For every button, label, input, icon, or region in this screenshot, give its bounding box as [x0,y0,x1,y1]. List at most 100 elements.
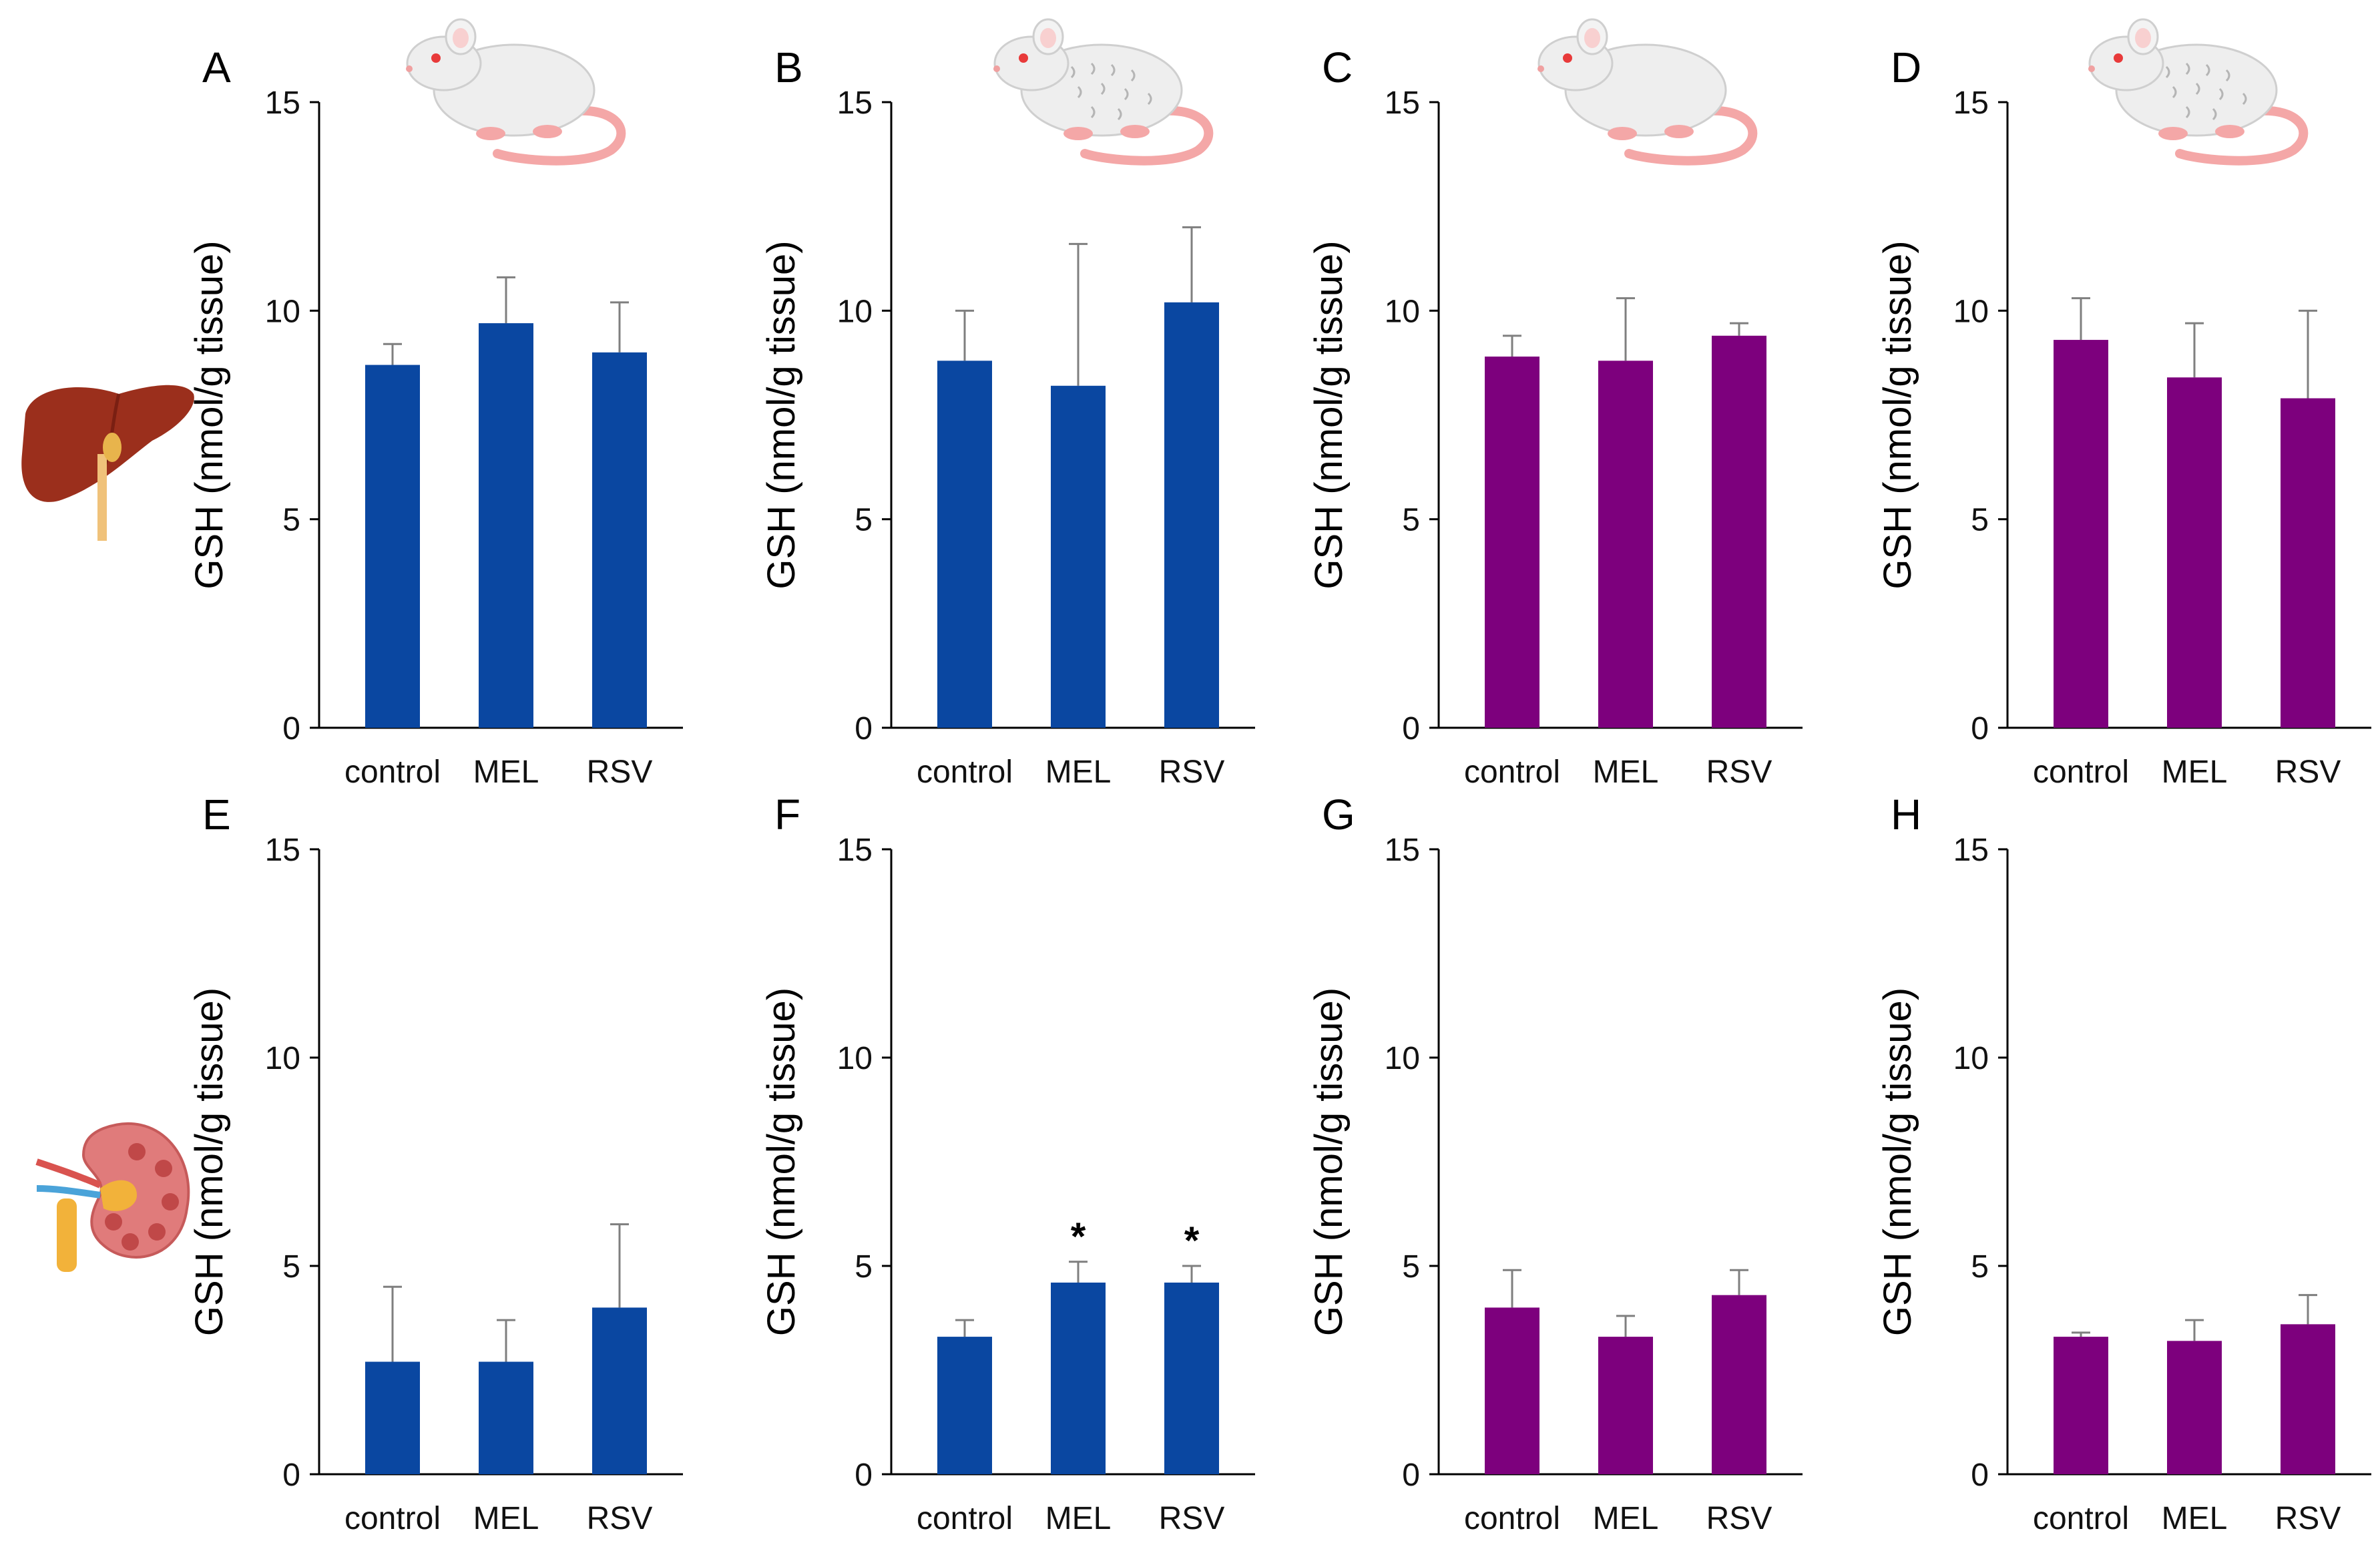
x-tick-label: control [1464,754,1560,790]
x-tick-label: control [917,1501,1013,1536]
x-tick-label: control [344,1501,441,1536]
y-tick-label: 0 [282,1458,300,1493]
bar-rsv [592,1307,647,1474]
x-tick-label: MEL [1593,1501,1659,1536]
bar-rsv [1164,302,1219,728]
panel-G: G 0 5 10 15 GSH (nmol/g tissue) control MEL RSV [1307,791,1803,1536]
x-tick-label: RSV [587,1501,653,1536]
x-tick-label: control [344,754,441,790]
y-tick-label: 10 [1385,1041,1420,1076]
bar-mel [1598,361,1653,728]
significance-marker: * [1071,1215,1086,1259]
x-tick-label: MEL [1593,754,1659,790]
x-tick-label: control [2033,1501,2129,1536]
bar-rsv [592,352,647,728]
bar-mel [2167,377,2222,728]
y-tick-label: 5 [1971,503,1989,538]
y-tick-label: 10 [837,294,873,329]
y-tick-label: 15 [837,85,873,121]
panel-C: C 0 5 10 15 GSH (nmol/g tissue) control MEL RSV [1307,43,1803,790]
x-tick-label: control [2033,754,2129,790]
x-tick-label: RSV [2275,754,2341,790]
panel-F: F 0 5 10 15 GSH (nmol/g tissue) control MEL * RSV… [760,791,1255,1536]
bar-rsv [1712,1295,1766,1474]
y-axis-label: GSH (nmol/g tissue) [760,987,803,1336]
bar-mel [479,323,533,728]
icons-layer [21,18,2309,1272]
y-tick-label: 15 [1385,85,1420,121]
y-tick-label: 0 [1402,711,1420,746]
panel-A: A 0 5 10 15 GSH (nmol/g tissue) control MEL RSV [188,43,683,790]
y-tick-label: 15 [1953,833,1989,868]
y-tick-label: 0 [282,711,300,746]
bar-mel [479,1361,533,1474]
y-tick-label: 0 [1971,1458,1989,1493]
x-tick-label: RSV [1706,754,1772,790]
y-tick-label: 10 [265,294,300,329]
y-axis-label: GSH (nmol/g tissue) [1876,240,1919,589]
y-tick-label: 10 [837,1041,873,1076]
bar-rsv [1164,1282,1219,1474]
y-tick-label: 10 [1385,294,1420,329]
y-tick-label: 5 [1402,1249,1420,1285]
y-axis-label: GSH (nmol/g tissue) [1307,240,1351,589]
x-tick-label: RSV [1706,1501,1772,1536]
bar-rsv [2281,398,2335,728]
y-tick-label: 0 [855,1458,873,1493]
bar-mel [1051,1282,1106,1474]
y-tick-label: 10 [265,1041,300,1076]
panel-D: D 0 5 10 15 GSH (nmol/g tissue) control MEL RSV [1876,43,2371,790]
bar-control [1485,1307,1539,1474]
bar-control [1485,357,1539,728]
y-tick-label: 5 [282,1249,300,1285]
x-tick-label: control [1464,1501,1560,1536]
bar-mel [1051,385,1106,728]
x-tick-label: MEL [473,754,539,790]
panel-letter: H [1891,791,1921,839]
rat-smooth-icon [406,18,626,166]
x-tick-label: RSV [2275,1501,2341,1536]
y-axis-label: GSH (nmol/g tissue) [760,240,803,589]
panel-B: B 0 5 10 15 GSH (nmol/g tissue) control MEL RSV [760,43,1255,790]
panel-H: H 0 5 10 15 GSH (nmol/g tissue) control MEL RSV [1876,791,2371,1536]
x-tick-label: RSV [587,754,653,790]
panel-letter: C [1322,43,1353,91]
panel-letter: G [1322,791,1355,839]
panel-letter: E [202,791,231,839]
bar-mel [1598,1337,1653,1474]
y-axis-label: GSH (nmol/g tissue) [1307,987,1351,1336]
rat-wrinkled-icon [2088,18,2309,166]
bar-control [365,1361,420,1474]
panel-letter: B [774,43,803,91]
y-tick-label: 0 [855,711,873,746]
x-tick-label: control [917,754,1013,790]
bar-control [937,1337,992,1474]
x-tick-label: MEL [1045,754,1112,790]
significance-marker: * [1184,1219,1200,1263]
y-tick-label: 15 [837,833,873,868]
y-axis-label: GSH (nmol/g tissue) [188,987,231,1336]
x-tick-label: RSV [1159,1501,1225,1536]
y-tick-label: 5 [1971,1249,1989,1285]
y-tick-label: 15 [1953,85,1989,121]
bar-control [937,361,992,728]
liver-icon [21,385,194,541]
x-tick-label: MEL [2162,1501,2228,1536]
bar-control [2054,1337,2108,1474]
y-tick-label: 5 [1402,503,1420,538]
bar-mel [2167,1341,2222,1474]
y-tick-label: 10 [1953,1041,1989,1076]
bar-rsv [2281,1324,2335,1474]
y-tick-label: 10 [1953,294,1989,329]
y-axis-label: GSH (nmol/g tissue) [188,240,231,589]
y-tick-label: 15 [1385,833,1420,868]
y-tick-label: 15 [265,833,300,868]
y-tick-label: 5 [282,503,300,538]
y-tick-label: 0 [1402,1458,1420,1493]
kidney-icon [35,1122,190,1272]
bar-control [2054,340,2108,728]
panel-letter: F [774,791,800,839]
